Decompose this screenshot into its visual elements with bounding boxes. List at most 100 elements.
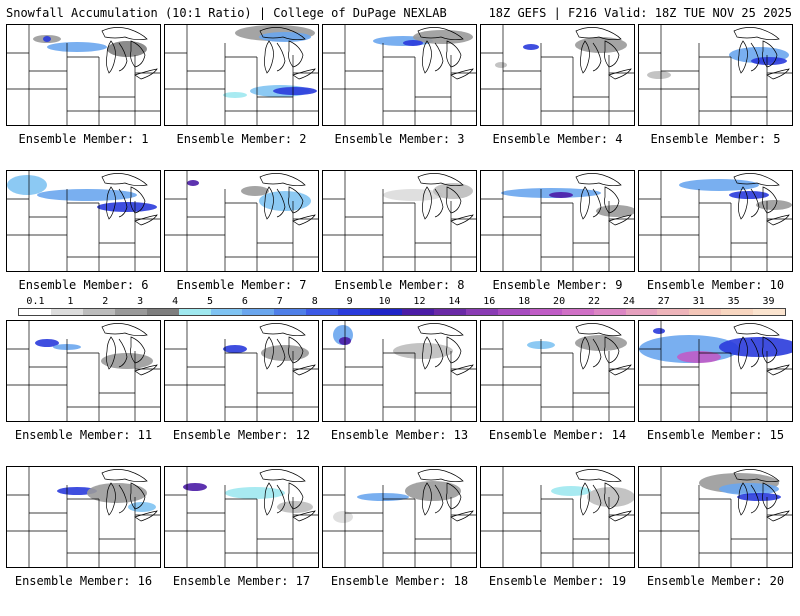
ensemble-panel-2: Ensemble Member: 2 <box>164 24 319 174</box>
colorbar-swatch <box>561 309 594 315</box>
ensemble-member-label: Ensemble Member: 15 <box>646 428 785 442</box>
base-map <box>639 25 792 125</box>
base-map <box>639 171 792 271</box>
colorbar-swatch <box>370 309 403 315</box>
ensemble-panel-17: Ensemble Member: 17 <box>164 466 319 616</box>
snowfall-area <box>43 36 51 42</box>
snowfall-overlay <box>223 345 309 361</box>
lake-michigan <box>421 40 432 74</box>
lake-superior <box>259 469 306 483</box>
lake-michigan <box>421 482 432 516</box>
snowfall-area <box>7 175 47 195</box>
ensemble-member-label: Ensemble Member: 11 <box>14 428 153 442</box>
ensemble-member-label: Ensemble Member: 6 <box>18 278 149 292</box>
base-map <box>165 171 318 271</box>
ensemble-map-11 <box>6 320 161 422</box>
ensemble-member-label: Ensemble Member: 1 <box>18 132 149 146</box>
ensemble-map-14 <box>480 320 635 422</box>
colorbar-swatch <box>497 309 530 315</box>
michigan-lower <box>118 188 128 218</box>
ensemble-member-label: Ensemble Member: 14 <box>488 428 627 442</box>
lake-superior <box>575 469 622 483</box>
state-borders <box>639 467 792 567</box>
snowfall-overlay <box>187 180 311 211</box>
colorbar-swatch <box>721 309 754 315</box>
lake-michigan <box>105 482 116 516</box>
colorbar-swatch <box>19 309 51 315</box>
colorbar-swatches <box>18 308 786 316</box>
state-borders <box>481 25 634 125</box>
lake-michigan <box>737 186 748 220</box>
ensemble-map-1 <box>6 24 161 126</box>
lake-erie <box>608 510 632 522</box>
lake-erie <box>450 68 474 80</box>
snowfall-area <box>501 188 601 198</box>
ensemble-panel-18: Ensemble Member: 18 <box>322 466 477 616</box>
lake-huron <box>130 482 146 510</box>
lake-erie <box>608 68 632 80</box>
michigan-lower <box>750 42 760 72</box>
lake-huron <box>288 40 304 68</box>
colorbar-tick-label: 5 <box>206 296 214 307</box>
snowfall-area <box>737 493 781 501</box>
colorbar-swatch <box>210 309 243 315</box>
lake-superior <box>417 469 464 483</box>
colorbar-swatch <box>338 309 371 315</box>
snowfall-overlay <box>223 25 317 98</box>
colorbar-tick-label: 8 <box>311 296 318 307</box>
lake-huron <box>446 40 462 68</box>
snowfall-area <box>333 511 353 523</box>
snowfall-area <box>383 189 443 201</box>
base-map <box>7 321 160 421</box>
snowfall-area <box>495 62 507 68</box>
colorbar-swatch <box>465 309 498 315</box>
base-map <box>639 321 792 421</box>
ensemble-member-label: Ensemble Member: 20 <box>646 574 785 588</box>
colorbar-swatch <box>689 309 722 315</box>
snowfall-area <box>101 353 153 369</box>
ensemble-map-4 <box>480 24 635 126</box>
colorbar-tick-label: 22 <box>587 296 601 307</box>
michigan-lower <box>118 338 128 368</box>
ensemble-member-label: Ensemble Member: 7 <box>176 278 307 292</box>
ensemble-map-5 <box>638 24 793 126</box>
base-map <box>7 467 160 567</box>
snowfall-area <box>187 180 199 186</box>
base-map <box>639 467 792 567</box>
ensemble-map-15 <box>638 320 793 422</box>
ensemble-member-label: Ensemble Member: 13 <box>330 428 469 442</box>
lake-superior <box>575 27 622 41</box>
ensemble-map-3 <box>322 24 477 126</box>
lake-huron <box>762 40 778 68</box>
snowfall-area <box>719 483 779 495</box>
lake-superior <box>101 27 148 41</box>
state-borders <box>481 321 634 421</box>
colorbar-tick-label: 6 <box>241 296 248 307</box>
lake-erie <box>608 214 632 226</box>
lake-erie <box>766 510 790 522</box>
lake-michigan <box>105 40 116 74</box>
lake-huron <box>604 40 620 68</box>
snowfall-area <box>259 191 311 211</box>
lake-superior <box>259 323 306 337</box>
michigan-lower <box>434 484 444 514</box>
ensemble-panel-15: Ensemble Member: 15 <box>638 320 793 470</box>
ensemble-panel-14: Ensemble Member: 14 <box>480 320 635 470</box>
ensemble-panel-16: Ensemble Member: 16 <box>6 466 161 616</box>
lake-erie <box>450 510 474 522</box>
state-borders <box>165 321 318 421</box>
michigan-lower <box>592 338 602 368</box>
colorbar-tick-label: 14 <box>448 296 461 307</box>
lake-huron <box>762 186 778 214</box>
snowfall-overlay <box>679 179 792 210</box>
lake-superior <box>733 27 780 41</box>
ensemble-map-7 <box>164 170 319 272</box>
snowfall-area <box>523 44 539 50</box>
snowfall-area <box>647 71 671 79</box>
lake-michigan <box>421 186 432 220</box>
colorbar-swatch <box>402 309 434 315</box>
ensemble-member-label: Ensemble Member: 3 <box>334 132 465 146</box>
lake-huron <box>762 336 778 364</box>
state-borders <box>481 467 634 567</box>
lake-huron <box>288 336 304 364</box>
